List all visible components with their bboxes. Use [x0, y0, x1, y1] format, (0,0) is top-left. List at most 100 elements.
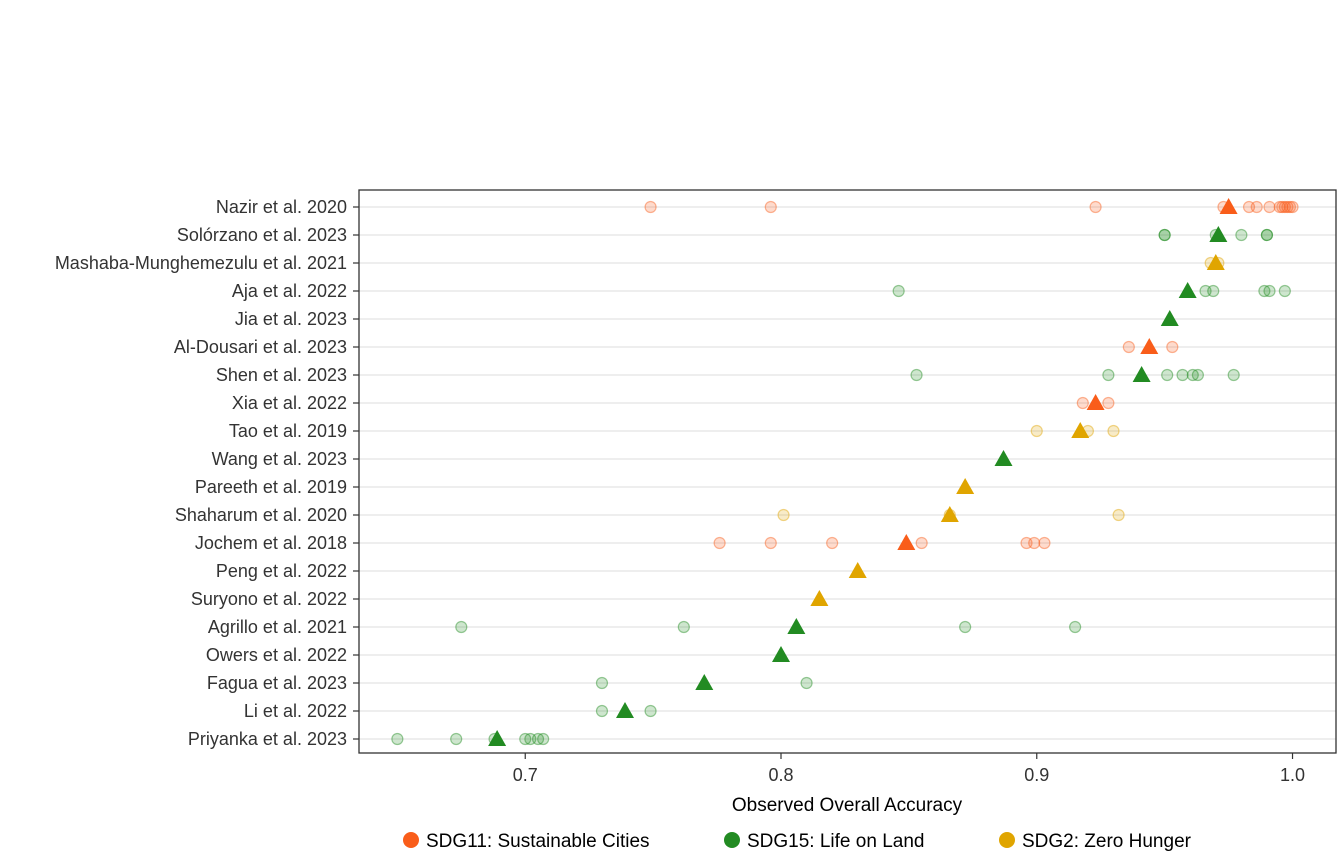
y-tick-label: Aja et al. 2022: [232, 281, 347, 301]
mean-marker: [772, 646, 791, 662]
observation-point: [524, 732, 537, 746]
legend-swatch-sdg15: [724, 832, 740, 848]
mean-marker: [1071, 422, 1090, 438]
mean-marker: [695, 674, 714, 690]
observation-point: [764, 536, 777, 550]
y-tick-label: Wang et al. 2023: [212, 449, 347, 469]
observation-point: [644, 704, 657, 718]
observation-point: [1260, 228, 1274, 242]
observation-point: [537, 732, 550, 746]
observation-point: [595, 676, 609, 690]
observation-point: [892, 284, 905, 298]
observation-point: [764, 200, 777, 214]
observation-point: [1263, 200, 1276, 214]
observation-point: [531, 732, 545, 746]
plot-background: [359, 190, 1336, 753]
mean-marker: [615, 702, 634, 718]
observation-point: [959, 620, 972, 634]
observation-point: [1286, 200, 1299, 214]
mean-markers: [488, 198, 1238, 746]
observation-point: [1191, 368, 1204, 382]
mean-marker: [1209, 226, 1228, 242]
y-tick-label: Fagua et al. 2023: [207, 673, 347, 693]
x-tick-label: 0.9: [1024, 765, 1049, 785]
observation-point: [713, 536, 726, 550]
legend-label-sdg11: SDG11: Sustainable Cities: [426, 831, 650, 852]
observation-point: [455, 620, 468, 634]
observation-point: [1102, 368, 1115, 382]
observation-point: [1235, 228, 1248, 242]
observation-point: [1250, 200, 1263, 214]
legend-swatch-sdg2: [999, 832, 1015, 848]
observation-point: [1263, 284, 1276, 298]
observation-point: [677, 620, 690, 634]
observation-point: [1227, 368, 1240, 382]
y-tick-label: Pareeth et al. 2019: [195, 477, 347, 497]
observation-point: [644, 200, 657, 214]
observation-point: [915, 536, 928, 550]
y-tick-label: Shen et al. 2023: [216, 365, 347, 385]
observation-point: [1186, 368, 1199, 382]
observation-point: [1089, 200, 1102, 214]
observation-point: [1076, 396, 1089, 410]
observation-point: [1028, 536, 1041, 550]
y-tick-label: Agrillo et al. 2021: [208, 617, 347, 637]
mean-marker: [1132, 366, 1151, 382]
observation-point: [1166, 340, 1179, 354]
observation-point: [391, 732, 404, 746]
legend: SDG11: Sustainable Cities SDG15: Life on …: [403, 831, 1192, 852]
observation-point: [1020, 536, 1033, 550]
y-tick-label: Jia et al. 2023: [235, 309, 347, 329]
observation-point: [1158, 228, 1171, 242]
observation-point: [800, 676, 813, 690]
observation-point: [1107, 424, 1120, 438]
observation-point: [826, 536, 839, 550]
observation-point: [1199, 284, 1212, 298]
mean-marker: [994, 450, 1013, 466]
y-tick-label: Jochem et al. 2018: [195, 533, 347, 553]
mean-marker: [787, 618, 806, 634]
mean-marker: [848, 562, 867, 578]
observation-point: [1242, 200, 1256, 214]
y-tick-label: Suryono et al. 2022: [191, 589, 347, 609]
observation-point: [1069, 620, 1082, 634]
legend-swatch-sdg11: [403, 832, 419, 848]
y-tick-label: Shaharum et al. 2020: [175, 505, 347, 525]
x-axis-title: Observed Overall Accuracy: [732, 795, 963, 816]
x-tick-label: 0.8: [768, 765, 793, 785]
x-axis-ticks: 0.7 0.8 0.9 1.0: [513, 753, 1305, 785]
legend-label-sdg15: SDG15: Life on Land: [747, 831, 924, 852]
observation-point: [450, 732, 463, 746]
y-tick-label: Nazir et al. 2020: [216, 197, 347, 217]
observation-point: [1112, 508, 1125, 522]
observation-point: [1283, 200, 1297, 214]
observation-point: [777, 508, 790, 522]
y-tick-label: Peng et al. 2022: [216, 561, 347, 581]
observation-point: [1260, 228, 1274, 242]
observation-point: [1102, 396, 1115, 410]
observation-point: [1122, 340, 1135, 354]
observation-point: [1038, 536, 1051, 550]
observation-point: [1207, 284, 1220, 298]
y-tick-label: Owers et al. 2022: [206, 645, 347, 665]
observation-point: [1030, 424, 1043, 438]
observation-point: [1276, 200, 1289, 214]
mean-marker: [897, 534, 916, 550]
x-tick-label: 1.0: [1280, 765, 1305, 785]
y-tick-label: Li et al. 2022: [244, 701, 347, 721]
observation-point: [910, 368, 923, 382]
mean-marker: [1219, 198, 1238, 214]
observation-point: [1161, 368, 1174, 382]
y-tick-label: Tao et al. 2019: [229, 421, 347, 441]
mean-marker: [956, 478, 975, 494]
observation-point: [1158, 228, 1171, 242]
mean-marker: [1178, 282, 1197, 298]
y-tick-label: Priyanka et al. 2023: [188, 729, 347, 749]
mean-marker: [488, 730, 507, 746]
mean-marker: [810, 590, 829, 606]
observation-point: [595, 704, 609, 718]
observation-point: [1281, 200, 1294, 214]
observation-point: [1273, 200, 1286, 214]
x-tick-label: 0.7: [513, 765, 538, 785]
